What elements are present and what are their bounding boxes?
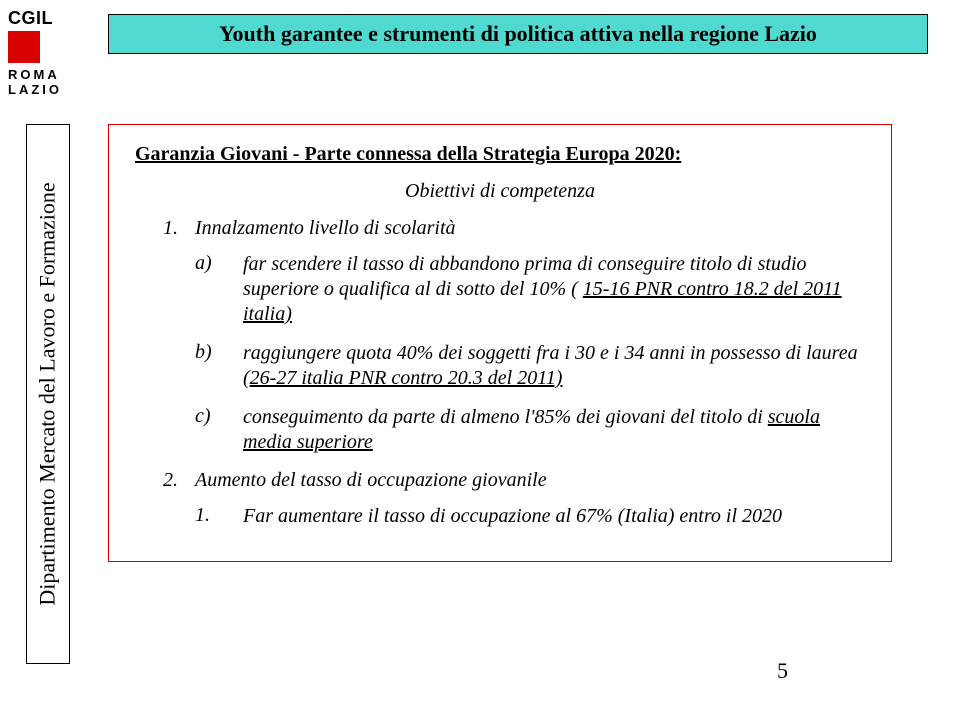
content-box: Garanzia Giovani - Parte connessa della …	[108, 124, 892, 562]
letter-item-b: b) raggiungere quota 40% dei soggetti fr…	[195, 341, 865, 391]
letter-a-text: far scendere il tasso di abbandono prima…	[243, 252, 865, 327]
letter-c-text: conseguimento da parte di almeno l'85% d…	[243, 405, 865, 455]
page-number: 5	[777, 658, 788, 684]
list-item-2-num: 2.	[163, 469, 195, 492]
list-item-1: 1. Innalzamento livello di scolarità	[163, 217, 865, 240]
letter-b: b)	[195, 341, 243, 391]
sidebar-label: Dipartimento Mercato del Lavoro e Formaz…	[35, 182, 61, 605]
inner-item-1-text: Far aumentare il tasso di occupazione al…	[243, 504, 865, 529]
logo-text: CGIL	[8, 8, 66, 29]
logo-sub-line1: ROMA	[8, 68, 62, 83]
logo-square	[8, 31, 40, 63]
list-item-2-text: Aumento del tasso di occupazione giovani…	[195, 469, 865, 492]
content-subheading: Obiettivi di competenza	[135, 180, 865, 203]
inner-num-list: 1. Far aumentare il tasso di occupazione…	[135, 504, 865, 529]
logo-sub-line2: LAZIO	[8, 83, 62, 98]
list-item-2: 2. Aumento del tasso di occupazione giov…	[163, 469, 865, 492]
letter-a: a)	[195, 252, 243, 327]
logo-block: CGIL	[8, 8, 66, 63]
list-item-1-num: 1.	[163, 217, 195, 240]
inner-item-1-num: 1.	[195, 504, 243, 529]
sidebar: Dipartimento Mercato del Lavoro e Formaz…	[26, 124, 70, 664]
letter-item-a: a) far scendere il tasso di abbandono pr…	[195, 252, 865, 327]
title-bar: Youth garantee e strumenti di politica a…	[108, 14, 928, 54]
logo-subtext: ROMA LAZIO	[8, 68, 62, 98]
content-heading: Garanzia Giovani - Parte connessa della …	[135, 143, 865, 166]
letter-c: c)	[195, 405, 243, 455]
letter-b-text: raggiungere quota 40% dei soggetti fra i…	[243, 341, 865, 391]
numbered-list-2: 2. Aumento del tasso di occupazione giov…	[135, 469, 865, 492]
letter-list: a) far scendere il tasso di abbandono pr…	[135, 252, 865, 455]
list-item-1-text: Innalzamento livello di scolarità	[195, 217, 865, 240]
numbered-list: 1. Innalzamento livello di scolarità	[135, 217, 865, 240]
page-title: Youth garantee e strumenti di politica a…	[219, 21, 817, 47]
letter-item-c: c) conseguimento da parte di almeno l'85…	[195, 405, 865, 455]
inner-item-1: 1. Far aumentare il tasso di occupazione…	[195, 504, 865, 529]
